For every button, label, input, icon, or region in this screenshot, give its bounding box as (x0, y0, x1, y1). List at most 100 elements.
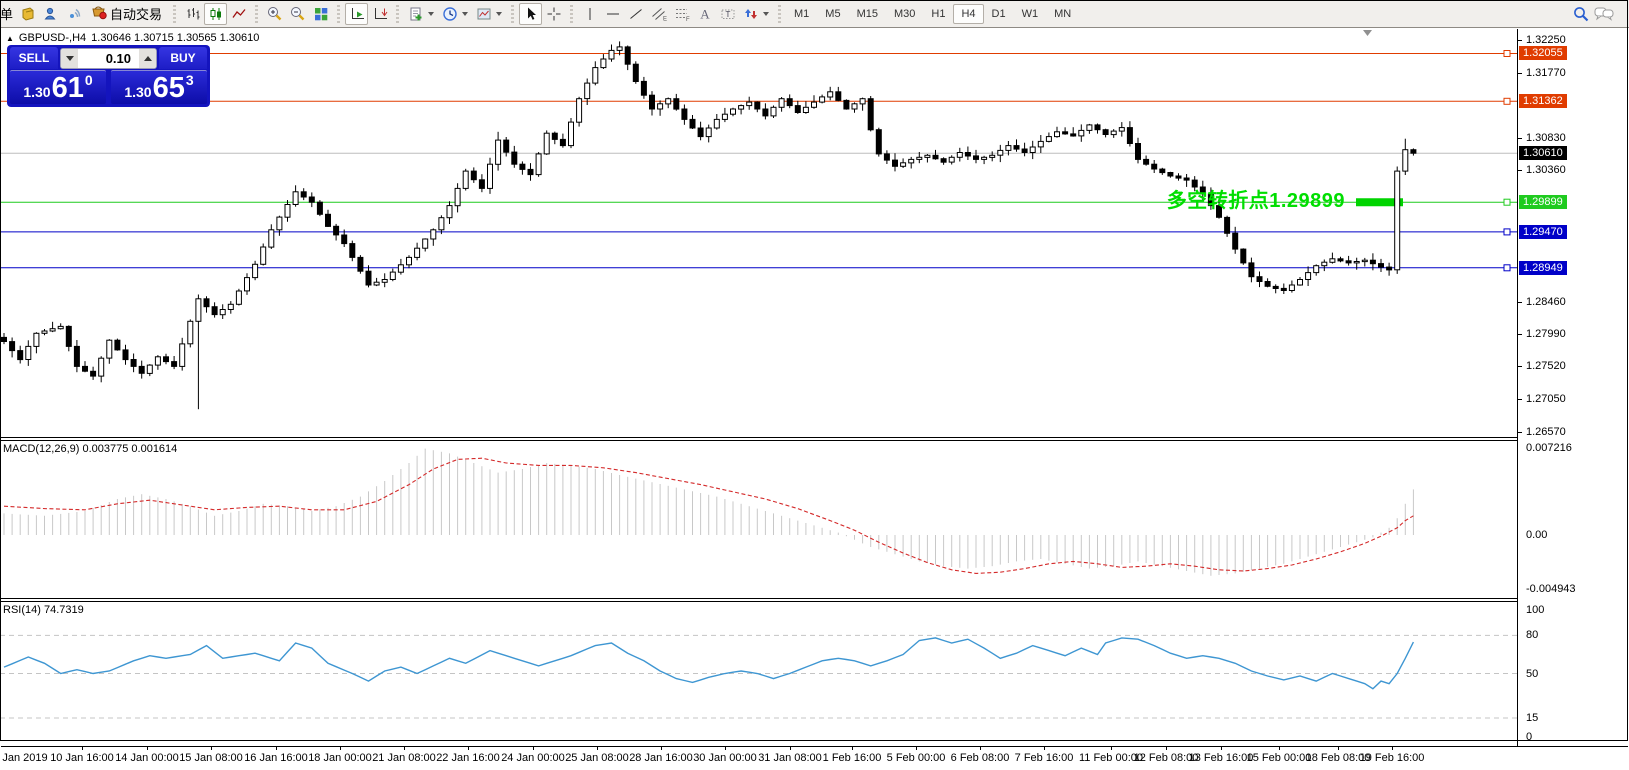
autotrade-icon (91, 4, 107, 23)
time-label: 12 Feb 08:00 (1133, 752, 1199, 764)
rsi-pane[interactable] (0, 602, 1517, 746)
price-axis-divider (1517, 29, 1518, 747)
price-tick (1518, 432, 1522, 433)
macd-pane[interactable] (0, 441, 1517, 598)
templates-button[interactable] (472, 3, 506, 25)
pane-divider[interactable] (1, 437, 1628, 441)
rsi-axis-label: 15 (1526, 712, 1539, 724)
tile-windows-icon[interactable] (309, 3, 332, 25)
chart-shift-icon[interactable] (368, 3, 391, 25)
dropdown-caret (428, 11, 435, 16)
volume-decrease-button[interactable] (61, 49, 78, 68)
level-price-tag: 1.31362 (1519, 94, 1567, 108)
time-tick (725, 747, 726, 750)
rsi-axis-label: 100 (1526, 604, 1545, 616)
toolbar-separator (173, 4, 177, 23)
text-tool-icon[interactable]: A (693, 3, 716, 25)
time-tick (1221, 747, 1222, 750)
toolbar-separator (255, 4, 259, 23)
new-chart-button[interactable] (404, 3, 438, 25)
volume-input[interactable]: 0.10 (78, 49, 139, 68)
symbol-period: GBPUSD-,H4 (18, 32, 87, 44)
time-tick (147, 747, 148, 750)
time-label: 15 Feb 00:00 (1246, 752, 1312, 764)
ohlc-values: 1.30646 1.30715 1.30565 1.30610 (91, 32, 260, 44)
data-window-icon[interactable] (39, 3, 62, 25)
tf-button-M1[interactable]: M1 (794, 7, 810, 20)
crosshair-icon[interactable] (542, 3, 565, 25)
time-tick (1111, 747, 1112, 750)
market-watch-icon[interactable] (16, 3, 39, 25)
triangle-down-icon (65, 56, 74, 61)
tf-button-M15[interactable]: M15 (856, 7, 878, 20)
triangle-up-icon (143, 56, 152, 61)
price-axis[interactable]: 1.32250 1.31770 1.30830 1.30360 1.28460 1.279… (1518, 29, 1628, 746)
pane-divider[interactable] (1, 598, 1628, 602)
time-label: 6 Feb 08:00 (950, 752, 1010, 764)
tf-button-D1[interactable]: D1 (991, 7, 1006, 20)
price-tick-label: 1.27520 (1526, 360, 1566, 372)
time-label: 13 Feb 16:00 (1188, 752, 1254, 764)
tf-button-M5[interactable]: M5 (825, 7, 841, 20)
tf-button-H1[interactable]: H1 (931, 7, 946, 20)
buy-price-display[interactable]: 1.30 65 3 (111, 70, 207, 104)
time-axis[interactable]: Jan 2019 10 Jan 16:00 14 Jan 00:00 15 Jan 0… (1, 747, 1628, 769)
price-tick (1518, 40, 1522, 41)
signals-icon[interactable] (62, 3, 85, 25)
price-tick (1518, 73, 1522, 74)
periods-button[interactable] (438, 3, 472, 25)
vertical-line-icon[interactable] (578, 3, 601, 25)
time-tick (1392, 747, 1393, 750)
tf-button-M30[interactable]: M30 (893, 7, 916, 20)
buy-button[interactable]: BUY (159, 47, 207, 69)
tf-button-W1[interactable]: W1 (1021, 7, 1039, 20)
price-tick (1518, 170, 1522, 171)
bar-chart-icon[interactable] (181, 3, 204, 25)
auto-scroll-icon[interactable] (345, 2, 369, 25)
volume-stepper: 0.10 (60, 48, 157, 69)
autotrade-button[interactable]: 自动交易 (85, 3, 168, 25)
main-chart-pane[interactable] (0, 29, 1517, 437)
sell-price-display[interactable]: 1.30 61 0 (10, 70, 106, 104)
price-tick (1518, 302, 1522, 303)
time-label: 24 Jan 00:00 (501, 752, 565, 764)
volume-increase-button[interactable] (139, 49, 156, 68)
price-tick-label: 1.32250 (1526, 34, 1566, 46)
time-label: 30 Jan 00:00 (693, 752, 757, 764)
time-tick (790, 747, 791, 750)
level-price-tag: 1.29899 (1519, 195, 1567, 209)
channel-icon[interactable]: E (647, 3, 670, 25)
time-label: 28 Jan 16:00 (629, 752, 693, 764)
time-label: 15 Jan 08:00 (179, 752, 243, 764)
horizontal-line-icon[interactable] (601, 3, 624, 25)
price-tick-label: 1.31770 (1526, 67, 1566, 79)
svg-text:E: E (663, 16, 667, 22)
time-tick (852, 747, 853, 750)
price-tick (1518, 366, 1522, 367)
level-price-tag: 1.32055 (1519, 46, 1567, 60)
time-tick (404, 747, 405, 750)
tf-button-MN[interactable]: MN (1054, 7, 1072, 20)
macd-axis-label: 0.00 (1526, 529, 1548, 541)
zoom-out-icon[interactable] (286, 3, 309, 25)
fibonacci-icon[interactable]: F (670, 3, 693, 25)
arrows-tool-button[interactable] (739, 3, 773, 25)
text-label-icon[interactable]: T (716, 3, 739, 25)
tf-button-H4[interactable]: H4 (953, 3, 984, 24)
toolbar-separator (511, 4, 515, 23)
price-tick-label: 1.26570 (1526, 426, 1566, 438)
time-label: Jan 2019 (2, 752, 48, 764)
candlestick-chart-icon[interactable] (204, 2, 228, 25)
zoom-in-icon[interactable] (263, 3, 286, 25)
new-order-button[interactable]: 单 (0, 7, 14, 22)
sell-button[interactable]: SELL (10, 47, 58, 69)
search-icon[interactable] (1569, 3, 1592, 25)
toolbar-separator (778, 4, 782, 23)
time-tick (82, 747, 83, 750)
cursor-icon[interactable] (519, 2, 543, 25)
trendline-icon[interactable] (624, 3, 647, 25)
community-chat-icon[interactable] (1592, 3, 1615, 25)
line-chart-icon[interactable] (227, 3, 250, 25)
rsi-indicator-label: RSI(14) 74.7319 (3, 604, 84, 616)
expand-triangle-icon[interactable]: ▲ (6, 33, 14, 43)
